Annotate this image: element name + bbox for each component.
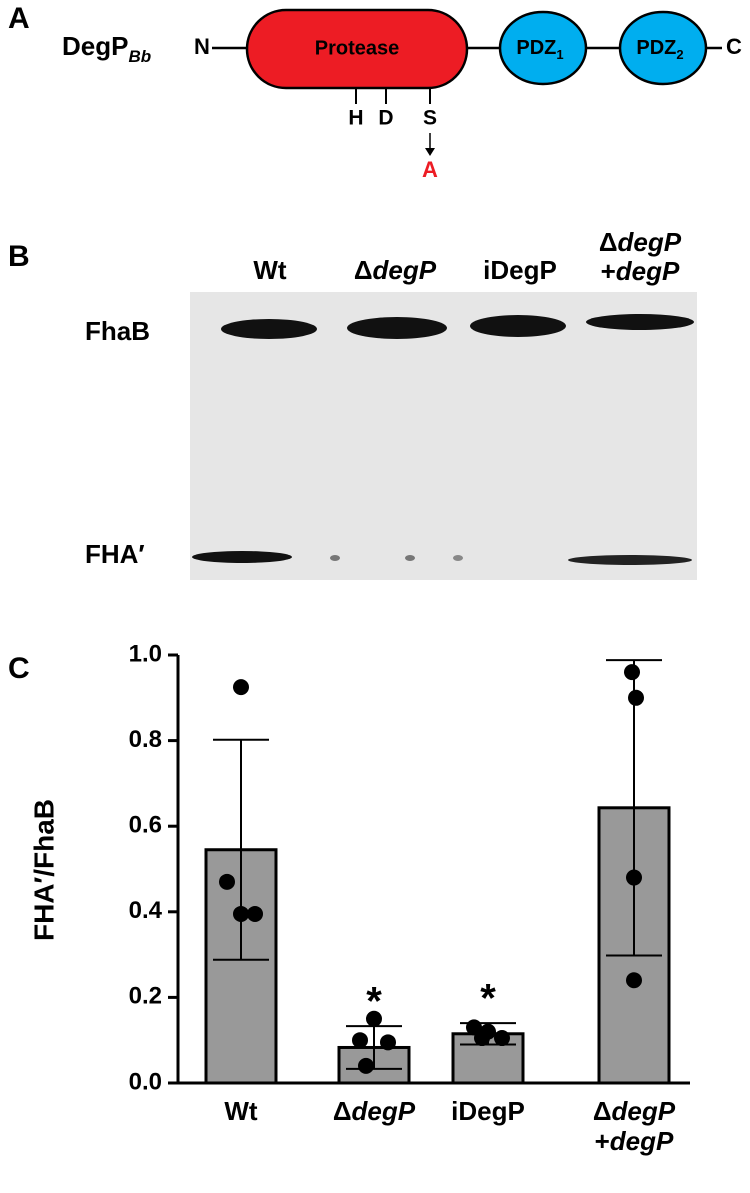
data-point	[626, 972, 642, 989]
significance: *	[366, 980, 382, 1024]
residue: D	[378, 107, 393, 130]
significance: *	[480, 977, 496, 1021]
label-part: Wt	[224, 1096, 258, 1126]
band	[586, 314, 694, 330]
label-part: iDegP	[451, 1096, 525, 1126]
pdz-domain	[498, 10, 588, 86]
error-bar	[213, 738, 269, 961]
panel-label: C	[8, 652, 30, 685]
band	[221, 319, 317, 339]
data-point	[233, 679, 249, 696]
label-line: Wt	[224, 1096, 258, 1126]
residue: S	[423, 107, 437, 130]
label-part: degP	[352, 1096, 416, 1126]
gene: degP	[618, 227, 682, 257]
x-tick-label: Wt	[224, 1096, 258, 1126]
label-part: Δ	[333, 1096, 352, 1126]
x-tick-label: ΔdegP +degP	[593, 1096, 676, 1156]
data-point	[380, 1034, 396, 1051]
label-part: degP	[610, 1126, 674, 1156]
delta: Δ	[354, 255, 373, 285]
lane-label: ΔdegP	[599, 227, 682, 257]
band	[453, 555, 463, 561]
y-tick-label: 0.4	[129, 897, 163, 924]
lane-label: +degP	[601, 256, 680, 286]
label-line: ΔdegP	[333, 1096, 416, 1126]
data-point	[358, 1057, 374, 1074]
label-line: +degP	[595, 1126, 674, 1156]
band-label: FHA′	[85, 539, 145, 569]
n-terminus: N	[194, 34, 210, 59]
residue: H	[348, 107, 363, 130]
panel-label: B	[8, 240, 30, 273]
data-point	[626, 869, 642, 886]
band-label: FhaB	[85, 316, 150, 346]
gene: degP	[616, 256, 680, 286]
x-tick-label: ΔdegP	[333, 1096, 416, 1126]
pdz-domain	[618, 10, 708, 86]
arrow-head	[425, 148, 435, 156]
domain-label: PDZ2	[636, 37, 683, 62]
data-point	[233, 905, 249, 922]
label-part: Δ	[593, 1096, 612, 1126]
error-bar	[606, 659, 662, 957]
bar-chart: 0.00.20.40.60.81.0Wt*ΔdegP*iDegP ΔdegP +de…	[129, 640, 690, 1156]
lane-label: iDegP	[483, 255, 557, 285]
band	[330, 555, 340, 561]
panel-label: A	[8, 2, 30, 35]
y-tick-label: 0.2	[129, 983, 162, 1010]
domain-name: PDZ	[636, 37, 676, 59]
blot	[190, 292, 697, 580]
protein-text: DegP	[62, 31, 128, 61]
data-point	[494, 1030, 510, 1047]
y-tick-label: 0.6	[129, 812, 162, 839]
label-part: +	[595, 1126, 610, 1156]
lane-label: ΔdegP	[354, 255, 437, 285]
data-point	[219, 873, 235, 890]
y-axis-label: FHA′/FhaB	[28, 799, 59, 941]
data-point	[247, 905, 263, 922]
domain-sub: 2	[676, 47, 683, 62]
data-point	[628, 689, 644, 706]
domain-label: Protease	[315, 37, 400, 59]
data-point	[352, 1032, 368, 1049]
band	[568, 555, 692, 565]
c-terminus: C	[726, 34, 742, 59]
band	[347, 317, 447, 339]
delta: Δ	[599, 227, 618, 257]
band	[470, 315, 566, 337]
x-tick-label: iDegP	[451, 1096, 525, 1126]
domain-label: PDZ1	[516, 37, 563, 62]
protein-subscript: Bb	[128, 47, 151, 66]
band	[405, 555, 415, 561]
data-point	[624, 664, 640, 681]
domain-name: PDZ	[516, 37, 556, 59]
band	[192, 551, 292, 563]
label-line: ΔdegP	[593, 1096, 676, 1126]
label-line: iDegP	[451, 1096, 525, 1126]
plus: +	[601, 256, 616, 286]
domain-sub: 1	[556, 47, 563, 62]
protein-name: DegPBb	[62, 31, 151, 67]
gene: degP	[373, 255, 437, 285]
y-tick-label: 0.0	[129, 1068, 162, 1095]
y-tick-label: 0.8	[129, 726, 162, 753]
data-point	[366, 1010, 382, 1027]
y-tick-label: 1.0	[129, 640, 162, 667]
mutation: A	[422, 157, 438, 182]
label-part: degP	[612, 1096, 676, 1126]
lane-label: Wt	[253, 255, 287, 285]
data-point	[474, 1030, 490, 1047]
